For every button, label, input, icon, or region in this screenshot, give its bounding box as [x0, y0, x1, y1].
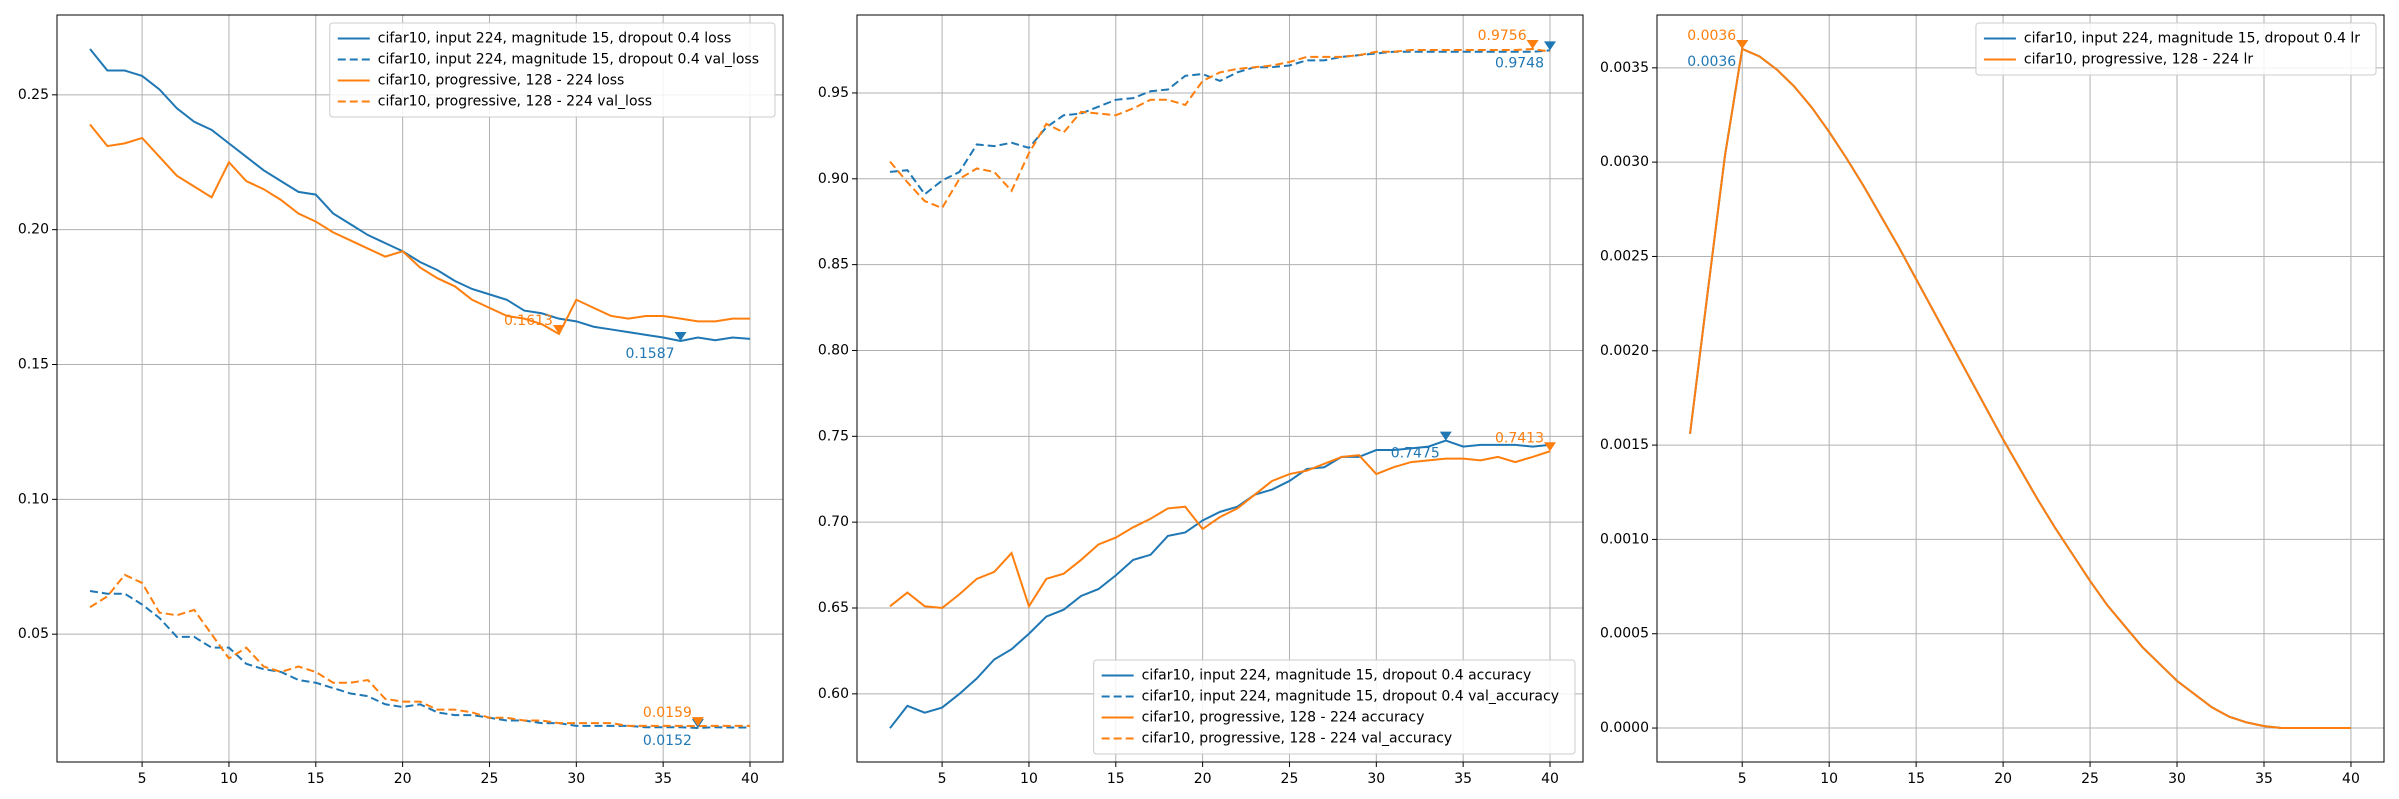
- y-tick-label: 0.0000: [1600, 720, 1649, 736]
- axes-frame: [1656, 14, 2385, 763]
- legend-label: cifar10, progressive, 128 - 224 val_accu…: [1142, 731, 1452, 747]
- x-tick-label: 10: [1020, 771, 1038, 787]
- y-tick-label: 0.85: [818, 257, 849, 273]
- legend-label: cifar10, progressive, 128 - 224 lr: [2024, 52, 2253, 68]
- y-tick-label: 0.60: [818, 686, 849, 702]
- y-tick-label: 0.0005: [1600, 626, 1649, 642]
- x-tick-label: 35: [2255, 771, 2273, 787]
- annotation-label: 0.0152: [643, 733, 692, 749]
- x-tick-label: 40: [741, 771, 759, 787]
- plot-area: [857, 15, 1583, 762]
- y-tick-label: 0.05: [18, 626, 49, 642]
- series-line: [89, 123, 750, 336]
- legend-label: cifar10, progressive, 128 - 224 val_loss: [378, 94, 652, 110]
- x-tick-label: 30: [567, 771, 585, 787]
- legend-box: [329, 22, 776, 118]
- y-tick-label: 0.95: [818, 85, 849, 101]
- annotation-marker: [674, 332, 687, 342]
- legend-box: [1975, 22, 2377, 76]
- legend: cifar10, input 224, magnitude 15, dropou…: [329, 22, 776, 118]
- plot-area: [1657, 15, 2384, 762]
- legend-label: cifar10, progressive, 128 - 224 loss: [378, 73, 625, 89]
- x-tick-label: 15: [307, 771, 325, 787]
- y-tick-label: 0.0015: [1600, 437, 1649, 453]
- x-tick-label: 25: [481, 771, 499, 787]
- y-tick-label: 0.25: [18, 87, 49, 103]
- y-tick-label: 0.0030: [1600, 154, 1649, 170]
- annotation-label: 0.0036: [1687, 28, 1736, 44]
- series-line: [889, 439, 1551, 729]
- legend-label: cifar10, input 224, magnitude 15, dropou…: [2024, 31, 2360, 47]
- annotation-marker: [1526, 39, 1539, 49]
- legend-label: cifar10, progressive, 128 - 224 accuracy: [1142, 710, 1425, 726]
- legend: cifar10, input 224, magnitude 15, dropou…: [1093, 659, 1576, 755]
- x-tick-label: 5: [1738, 771, 1747, 787]
- annotation-label: 0.0036: [1687, 54, 1736, 70]
- x-tick-label: 20: [1194, 771, 1212, 787]
- y-tick-label: 0.20: [18, 222, 49, 238]
- annotation-marker: [1736, 39, 1749, 49]
- axes-frame: [856, 14, 1584, 763]
- legend-label: cifar10, input 224, magnitude 15, dropou…: [378, 31, 731, 47]
- x-tick-label: 25: [1281, 771, 1299, 787]
- series-line: [89, 48, 751, 343]
- y-tick-label: 0.0025: [1600, 248, 1649, 264]
- x-tick-label: 35: [1454, 771, 1472, 787]
- x-tick-label: 40: [2342, 771, 2360, 787]
- x-tick-label: 15: [1907, 771, 1925, 787]
- y-tick-label: 0.15: [18, 356, 49, 372]
- x-tick-label: 15: [1107, 771, 1125, 787]
- annotation-marker: [1439, 431, 1452, 441]
- x-tick-label: 35: [654, 771, 672, 787]
- x-tick-label: 25: [2081, 771, 2099, 787]
- series-line: [89, 590, 750, 730]
- annotation-label: 0.1587: [626, 346, 675, 362]
- annotation-label: 0.9748: [1495, 55, 1544, 71]
- annotation-marker: [552, 325, 565, 335]
- series-line: [889, 47, 1551, 210]
- y-tick-label: 0.90: [818, 171, 849, 187]
- plot-area: [57, 15, 783, 762]
- series-line: [89, 573, 750, 728]
- legend-label: cifar10, input 224, magnitude 15, dropou…: [1142, 689, 1559, 705]
- annotation-label: 0.9756: [1478, 28, 1527, 44]
- x-tick-label: 10: [220, 771, 238, 787]
- x-tick-label: 30: [2168, 771, 2186, 787]
- y-tick-label: 0.0010: [1600, 531, 1649, 547]
- annotation-label: 0.1613: [504, 313, 553, 329]
- series-line: [889, 450, 1551, 610]
- y-tick-label: 0.75: [818, 428, 849, 444]
- legend-label: cifar10, input 224, magnitude 15, dropou…: [378, 52, 759, 68]
- axes-frame: [56, 14, 784, 763]
- annotation-label: 0.7413: [1495, 430, 1544, 446]
- x-tick-label: 10: [1820, 771, 1838, 787]
- x-tick-label: 5: [138, 771, 147, 787]
- series-line: [889, 49, 1551, 196]
- annotation-label: 0.0159: [643, 705, 692, 721]
- y-tick-label: 0.10: [18, 491, 49, 507]
- y-tick-label: 0.80: [818, 342, 849, 358]
- legend-box: [1093, 659, 1576, 755]
- y-tick-label: 0.70: [818, 514, 849, 530]
- series-line: [1689, 47, 2351, 730]
- x-tick-label: 20: [394, 771, 412, 787]
- x-tick-label: 5: [938, 771, 947, 787]
- annotation-marker: [1544, 442, 1556, 452]
- x-tick-label: 40: [1541, 771, 1559, 787]
- annotation-marker: [1544, 41, 1556, 51]
- x-tick-label: 20: [1994, 771, 2012, 787]
- annotation-marker: [691, 717, 704, 727]
- x-tick-label: 30: [1367, 771, 1385, 787]
- legend: cifar10, input 224, magnitude 15, dropou…: [1975, 22, 2377, 76]
- y-tick-label: 0.0035: [1600, 60, 1649, 76]
- y-tick-label: 0.0020: [1600, 343, 1649, 359]
- y-tick-label: 0.65: [818, 600, 849, 616]
- legend-label: cifar10, input 224, magnitude 15, dropou…: [1142, 668, 1532, 684]
- annotation-label: 0.7475: [1391, 446, 1440, 462]
